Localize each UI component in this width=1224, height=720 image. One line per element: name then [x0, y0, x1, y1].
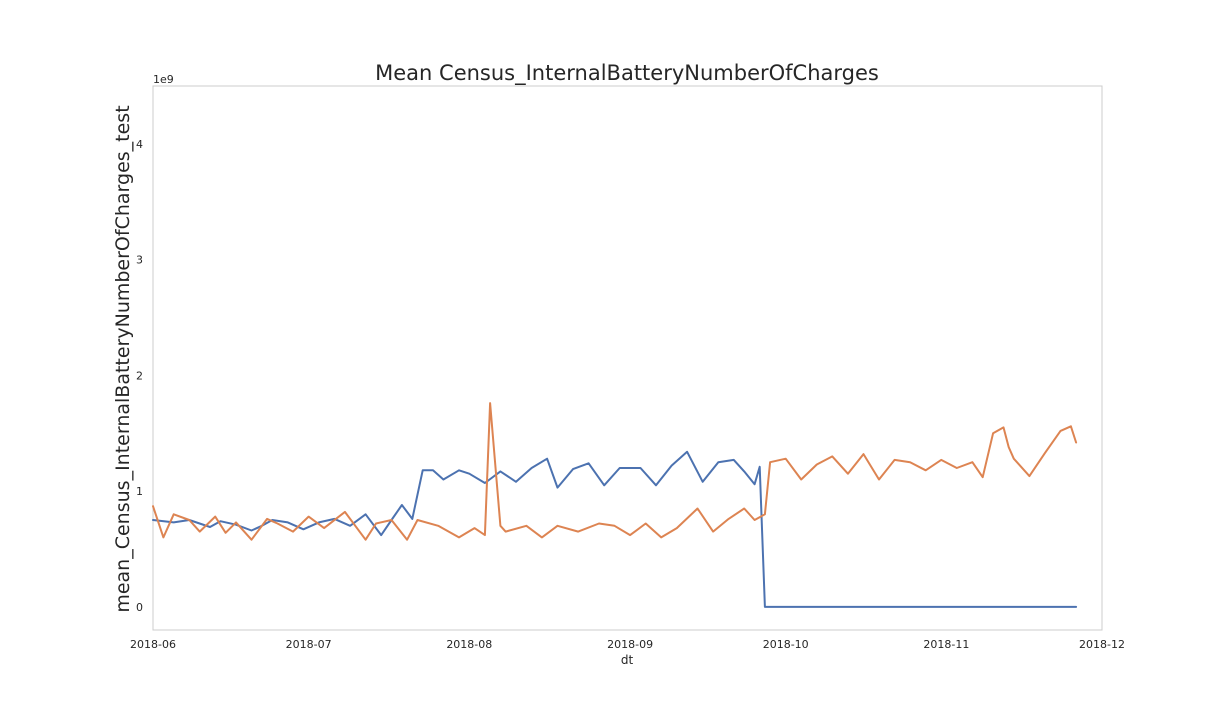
y-tick-label: 3: [136, 254, 143, 267]
y-tick-label: 4: [136, 138, 143, 151]
x-tick-label: 2018-08: [446, 638, 492, 651]
x-tick-label: 2018-12: [1079, 638, 1125, 651]
x-tick-label: 2018-09: [607, 638, 653, 651]
y-tick-label: 0: [136, 601, 143, 614]
x-tick-label: 2018-10: [763, 638, 809, 651]
series-layer: [152, 402, 1078, 608]
chart-title: Mean Census_InternalBatteryNumberOfCharg…: [375, 61, 879, 86]
x-tick-label: 2018-06: [130, 638, 176, 651]
x-tick-label: 2018-07: [286, 638, 332, 651]
y-offset-label: 1e9: [153, 73, 174, 86]
y-axis-label: mean_Census_InternalBatteryNumberOfCharg…: [112, 105, 134, 612]
y-tick-label: 1: [136, 485, 143, 498]
series-line-1: [152, 450, 1078, 608]
x-tick-label: 2018-11: [923, 638, 969, 651]
y-tick-label: 2: [136, 369, 143, 382]
plot-frame: [152, 85, 1103, 631]
series-line-2: [152, 402, 1078, 541]
tick-layer: 2018-06 2018-07 2018-08 2018-09 2018-10 2018-…: [130, 138, 1125, 651]
x-axis-label: dt: [621, 653, 634, 667]
plot-area: [152, 85, 1103, 631]
